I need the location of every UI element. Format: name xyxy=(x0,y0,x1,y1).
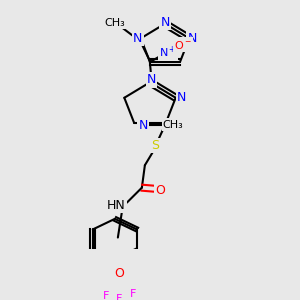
Text: N: N xyxy=(160,16,170,29)
Text: S: S xyxy=(152,139,159,152)
Text: N: N xyxy=(177,91,186,104)
Text: F: F xyxy=(116,294,123,300)
Text: O: O xyxy=(155,184,165,197)
Text: N: N xyxy=(166,119,175,132)
Text: N: N xyxy=(133,32,142,45)
Text: HN: HN xyxy=(107,199,126,212)
Text: CH₃: CH₃ xyxy=(163,120,184,130)
Text: N: N xyxy=(147,73,156,86)
Text: CH₃: CH₃ xyxy=(105,18,126,28)
Text: N: N xyxy=(188,32,197,45)
Text: O: O xyxy=(114,267,124,280)
Text: $\mathregular{N^+}$: $\mathregular{N^+}$ xyxy=(159,44,177,60)
Text: F: F xyxy=(130,289,136,298)
Text: F: F xyxy=(103,291,109,300)
Text: O$^-$: O$^-$ xyxy=(174,39,192,51)
Text: N: N xyxy=(138,119,148,132)
